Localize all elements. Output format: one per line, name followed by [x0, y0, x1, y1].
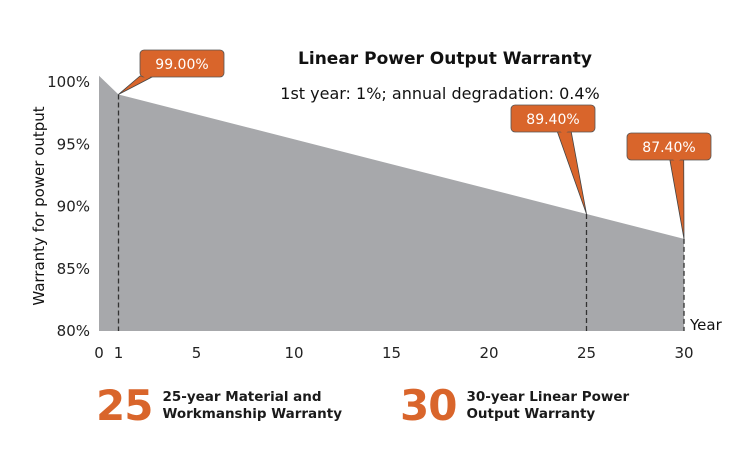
power-warranty-text: 30-year Linear Power Output Warranty: [466, 389, 629, 423]
callout-30: 87.40%: [626, 132, 712, 239]
y-tick-label: 90%: [57, 198, 90, 216]
callout-25: 89.40%: [510, 104, 596, 215]
material-warranty-text: 25-year Material and Workmanship Warrant…: [162, 389, 342, 423]
callout-label: 99.00%: [155, 57, 208, 73]
callout-box: [510, 104, 596, 133]
y-tick-label: 100%: [47, 73, 90, 91]
material-warranty-line2: Workmanship Warranty: [162, 406, 343, 422]
callout-label: 89.40%: [526, 112, 579, 128]
callout-box: [626, 132, 712, 161]
y-axis-label: Warranty for power output: [30, 106, 48, 305]
output-area: [99, 75, 684, 332]
x-tick-label: 30: [674, 344, 693, 362]
footer-item-power-warranty: 30 30-year Linear Power Output Warranty: [400, 385, 629, 427]
callout-joint: [558, 130, 571, 134]
callout-pointer: [669, 158, 685, 239]
power-warranty-years: 30: [400, 381, 457, 430]
x-tick-label: 1: [114, 344, 124, 362]
callout-box: [139, 49, 225, 78]
material-warranty-line1: 25-year Material and: [162, 389, 322, 405]
x-tick-label: 10: [284, 344, 303, 362]
callout-joint: [141, 75, 153, 79]
x-tick-label: 20: [479, 344, 498, 362]
y-tick-label: 95%: [57, 135, 90, 153]
power-warranty-line1: 30-year Linear Power: [466, 389, 630, 405]
x-tick-label: 0: [94, 344, 104, 362]
y-tick-label: 80%: [57, 322, 90, 340]
x-tick-label: 25: [577, 344, 596, 362]
y-tick-label: 85%: [57, 260, 90, 278]
x-tick-label: 5: [192, 344, 202, 362]
warranty-chart: 80%85%90%95%100%0 1 5 10 15 20 25 30 99.00%89.4…: [30, 49, 723, 362]
callout-1: 99.00%: [118, 49, 225, 95]
x-tick-label: 15: [382, 344, 401, 362]
footer-item-material-warranty: 25 25-year Material and Workmanship Warr…: [96, 385, 342, 427]
callout-label: 87.40%: [642, 140, 695, 156]
callout-pointer: [118, 75, 155, 95]
material-warranty-years: 25: [96, 381, 153, 430]
callout-joint: [670, 158, 683, 162]
chart-subtitle: 1st year: 1%; annual degradation: 0.4%: [280, 84, 599, 103]
callout-pointer: [556, 130, 587, 215]
power-warranty-line2: Output Warranty: [466, 406, 596, 422]
x-axis-label: Year: [689, 316, 723, 334]
chart-title: Linear Power Output Warranty: [298, 49, 592, 69]
